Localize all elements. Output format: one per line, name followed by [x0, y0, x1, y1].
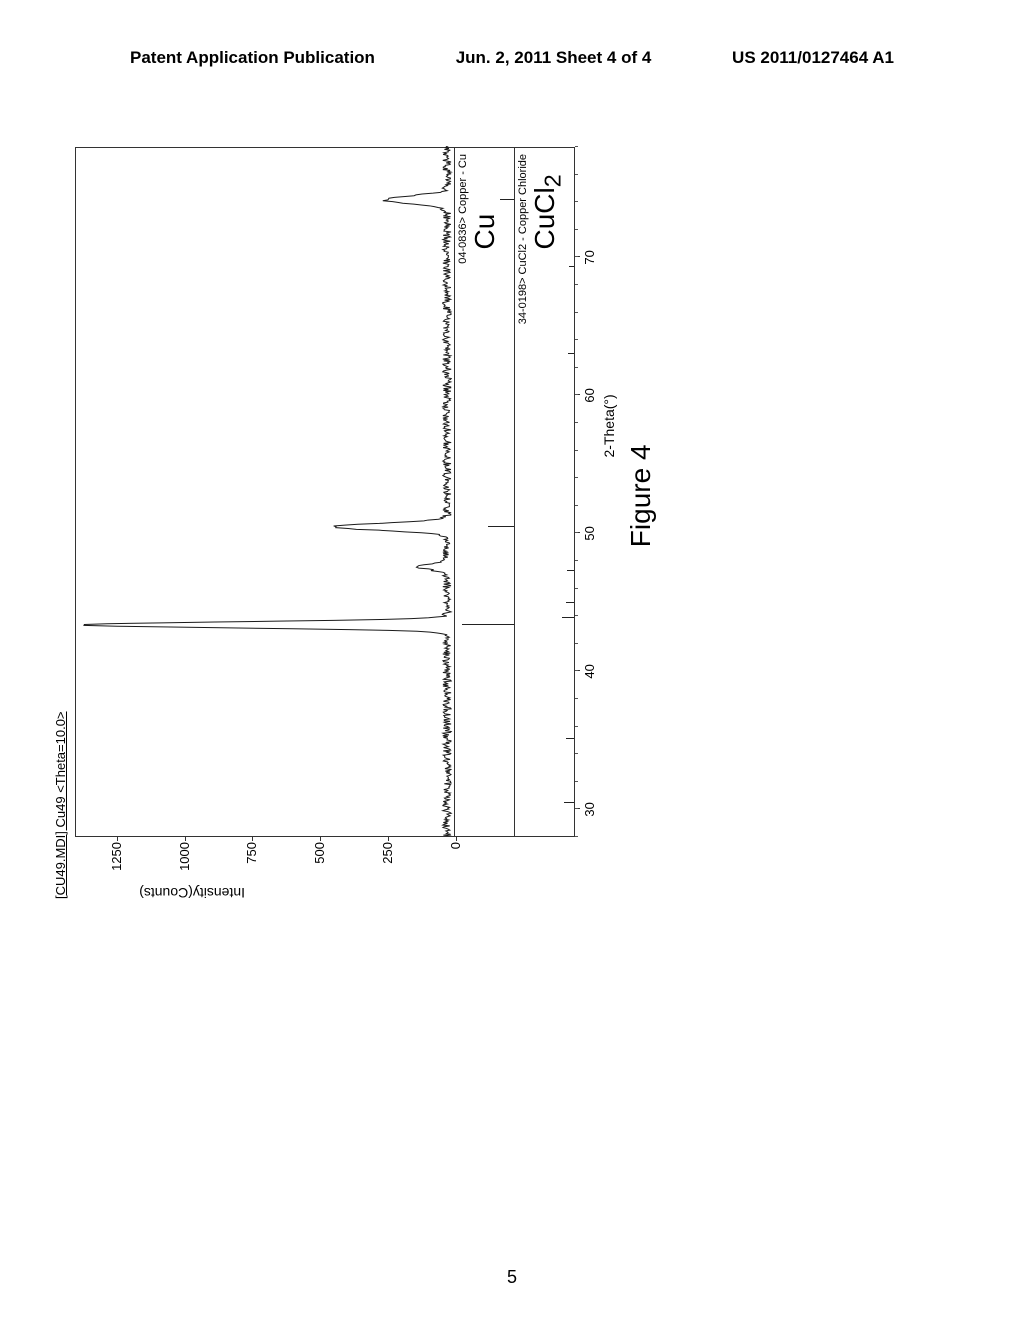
xrd-plot: 025050075010001250 — [75, 147, 455, 837]
reference-symbol: Cu — [469, 214, 501, 250]
x-tick-label: 40 — [582, 664, 597, 678]
reference-panel: 04-0836> Copper - CuCu — [455, 147, 515, 837]
y-tick-label: 0 — [448, 842, 463, 884]
reference-label: 34-0198> CuCl2 - Copper Chloride — [517, 154, 529, 324]
x-axis-label: 2-Theta(°) — [601, 394, 617, 457]
header-center: Jun. 2, 2011 Sheet 4 of 4 — [456, 48, 652, 68]
reference-peak-line — [566, 602, 574, 603]
x-tick-label: 50 — [582, 526, 597, 540]
reference-peak-line — [566, 738, 574, 739]
reference-peak-line — [568, 353, 574, 354]
x-tick-label: 30 — [582, 802, 597, 816]
y-tick-label: 500 — [312, 842, 327, 884]
y-tick-label: 1250 — [109, 842, 124, 884]
page-number: 5 — [0, 1267, 1024, 1288]
x-tick-label: 70 — [582, 250, 597, 264]
chart-title: [CU49.MDI] Cu49 <Theta=10.0> — [53, 711, 68, 899]
header-left: Patent Application Publication — [130, 48, 375, 68]
reference-symbol: CuCl2 — [529, 174, 567, 249]
reference-peak-line — [462, 624, 514, 625]
x-tick-label: 60 — [582, 388, 597, 402]
y-tick-label: 750 — [244, 842, 259, 884]
reference-peak-line — [567, 570, 574, 571]
y-axis-label: Intensity(Counts) — [139, 885, 245, 901]
header-right: US 2011/0127464 A1 — [732, 48, 894, 68]
reference-peak-line — [569, 266, 574, 267]
reference-panel: 34-0198> CuCl2 - Copper ChlorideCuCl2 — [515, 147, 575, 837]
figure-caption: Figure 4 — [625, 444, 657, 547]
reference-peak-line — [488, 526, 514, 527]
reference-label: 04-0836> Copper - Cu — [457, 154, 469, 264]
spectrum-trace — [76, 146, 456, 836]
y-tick-label: 1000 — [177, 842, 192, 884]
reference-peak-line — [500, 199, 514, 200]
reference-peak-line — [562, 617, 574, 618]
y-tick-label: 250 — [380, 842, 395, 884]
figure-container: [CU49.MDI] Cu49 <Theta=10.0> Intensity(C… — [75, 335, 895, 905]
reference-peak-line — [564, 802, 574, 803]
